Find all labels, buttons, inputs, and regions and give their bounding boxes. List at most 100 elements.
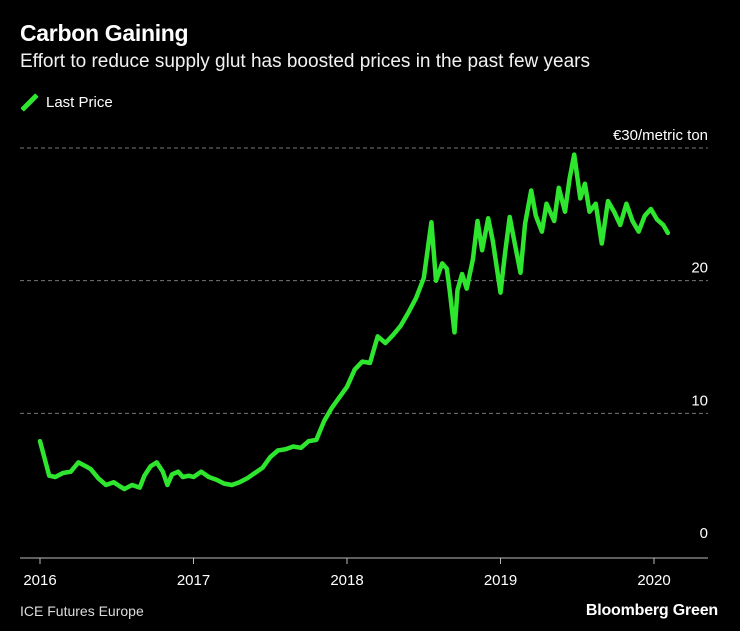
data-point <box>375 334 380 339</box>
data-point <box>655 217 660 222</box>
data-point <box>624 201 629 206</box>
data-point <box>490 238 495 243</box>
data-point <box>142 473 147 478</box>
data-point <box>421 276 426 280</box>
data-point <box>587 209 592 214</box>
data-point <box>447 289 452 294</box>
data-point <box>567 176 572 181</box>
data-point <box>299 445 303 450</box>
data-point <box>556 185 561 190</box>
data-point <box>434 278 438 283</box>
data-point <box>314 437 319 442</box>
series-line-last-price <box>37 152 671 492</box>
data-point <box>322 419 326 424</box>
data-point <box>130 483 135 487</box>
data-point <box>76 460 81 465</box>
data-point <box>191 475 196 479</box>
data-point <box>529 188 534 193</box>
data-point <box>84 464 88 469</box>
data-point <box>539 229 544 234</box>
data-point <box>165 483 170 487</box>
data-point <box>544 201 549 206</box>
data-point <box>513 246 518 251</box>
data-point <box>337 395 342 400</box>
data-point <box>42 456 47 461</box>
data-point <box>61 471 65 475</box>
data-point <box>452 330 457 335</box>
data-point <box>352 367 357 372</box>
data-point <box>464 286 469 291</box>
y-tick-label-20: 20 <box>691 260 708 277</box>
data-point <box>214 477 219 482</box>
data-point <box>206 475 211 479</box>
data-point <box>47 473 52 478</box>
data-point <box>486 216 491 221</box>
data-point <box>199 469 204 474</box>
data-point <box>612 209 617 214</box>
y-tick-label-30: €30/metric ton <box>613 127 708 144</box>
data-point <box>475 219 480 223</box>
data-point <box>507 215 512 219</box>
data-point <box>154 460 159 465</box>
data-point <box>593 201 598 206</box>
data-point <box>229 483 234 487</box>
data-point <box>480 248 485 253</box>
data-point <box>260 465 265 470</box>
data-point <box>572 152 577 157</box>
data-point <box>176 469 181 474</box>
data-point <box>618 222 623 227</box>
data-point <box>444 266 449 271</box>
data-point <box>148 464 153 469</box>
data-point <box>406 310 411 315</box>
data-point <box>104 483 108 487</box>
data-point <box>665 230 670 235</box>
data-point <box>440 261 445 266</box>
data-point <box>252 471 257 475</box>
data-point <box>661 222 666 227</box>
data-point <box>414 295 419 300</box>
data-point <box>345 384 349 389</box>
data-point <box>636 229 641 234</box>
data-point <box>503 250 508 255</box>
data-point <box>53 475 58 479</box>
data-point <box>470 257 475 262</box>
data-point <box>186 473 191 478</box>
x-tick-label-2019: 2019 <box>484 572 517 589</box>
data-point <box>599 241 604 246</box>
chart-subtitle: Effort to reduce supply glut has boosted… <box>20 51 590 72</box>
data-point <box>642 213 647 218</box>
y-tick-label-0: 0 <box>700 525 708 542</box>
data-point <box>245 476 250 481</box>
data-point <box>68 469 73 474</box>
data-point <box>523 221 528 226</box>
x-tick-label-2020: 2020 <box>637 572 670 589</box>
data-point <box>306 439 311 444</box>
data-point <box>630 219 635 223</box>
data-point <box>578 196 583 201</box>
x-tick-label-2018: 2018 <box>330 572 363 589</box>
data-point <box>398 323 403 328</box>
source-note: ICE Futures Europe <box>20 603 144 619</box>
data-point <box>122 487 127 491</box>
data-point <box>329 406 334 410</box>
data-point <box>170 472 174 477</box>
data-point <box>291 444 296 449</box>
brand-logo: Bloomberg Green <box>585 602 718 619</box>
chart-title: Carbon Gaining <box>20 20 189 46</box>
data-point <box>237 480 242 485</box>
data-point <box>160 469 165 474</box>
legend-label: Last Price <box>46 93 113 111</box>
data-point <box>268 455 273 460</box>
x-tick-label-2016: 2016 <box>23 572 56 589</box>
data-point <box>563 209 567 214</box>
data-point <box>460 272 465 276</box>
data-point <box>383 341 388 345</box>
data-point <box>648 207 653 211</box>
data-point <box>606 199 610 204</box>
data-point <box>180 475 185 479</box>
data-point <box>137 485 142 490</box>
data-point <box>275 448 280 453</box>
data-point <box>38 439 42 444</box>
data-point <box>533 213 538 218</box>
